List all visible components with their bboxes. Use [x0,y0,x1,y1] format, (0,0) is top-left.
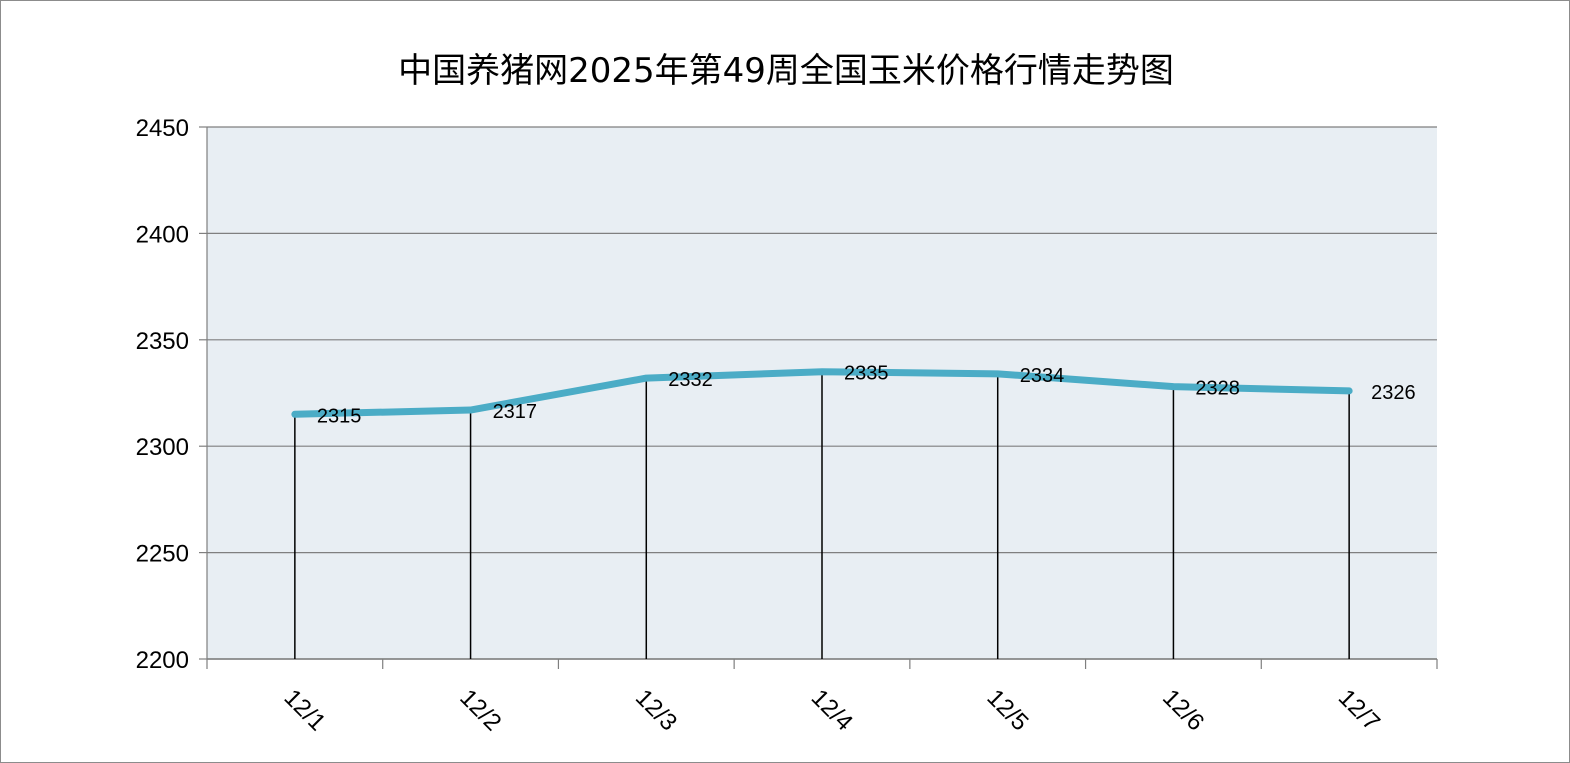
data-point [292,412,297,417]
y-tick-label: 2200 [136,647,189,674]
data-point [1347,388,1352,393]
data-label: 2335 [844,363,889,385]
data-label: 2326 [1371,382,1416,404]
x-tick-label: 12/1 [279,684,331,736]
x-tick-label: 12/5 [981,684,1033,736]
x-tick-label: 12/4 [806,684,858,736]
x-tick-label: 12/6 [1157,684,1209,736]
data-point [995,371,1000,376]
y-tick-label: 2300 [136,434,189,461]
data-label: 2315 [317,405,362,427]
y-tick-label: 2350 [136,328,189,355]
data-point [468,408,473,413]
data-point [820,369,824,374]
data-label: 2317 [493,401,537,423]
data-label: 2328 [1195,378,1240,400]
y-tick-label: 2450 [136,115,189,142]
x-tick-label: 12/2 [454,684,506,736]
x-tick-label: 12/3 [630,684,682,736]
data-point [644,376,649,381]
x-tick-label: 12/7 [1333,684,1385,736]
data-label: 2334 [1020,365,1065,387]
data-point [1171,384,1176,389]
y-tick-label: 2250 [136,541,189,568]
data-label: 2332 [668,369,713,391]
y-tick-label: 2400 [136,221,189,248]
chart-title: 中国养猪网2025年第49周全国玉米价格行情走势图 [398,51,1174,91]
